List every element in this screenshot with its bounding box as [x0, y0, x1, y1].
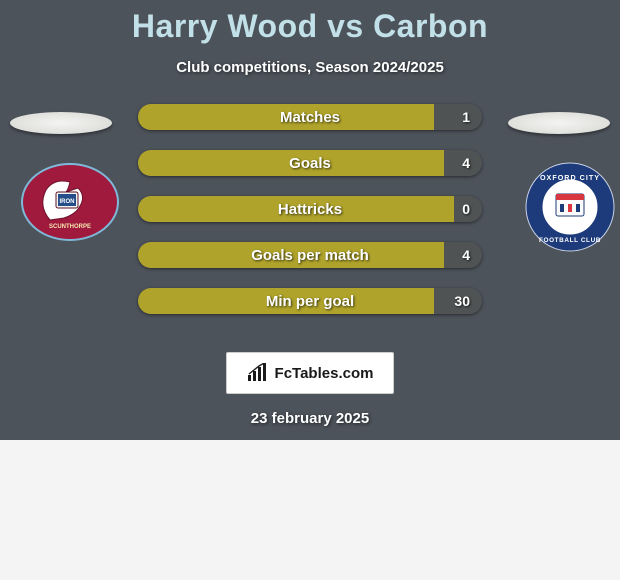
site-text: FcTables.com	[275, 365, 374, 382]
crest-right: OXFORD CITY FOOTBALL CLUB	[520, 162, 620, 252]
bars-icon	[247, 363, 269, 383]
stat-bar: Min per goal 30	[138, 288, 482, 314]
comparison-panel: Harry Wood vs Carbon Club competitions, …	[0, 0, 620, 440]
page-title: Harry Wood vs Carbon	[0, 0, 620, 45]
stat-label: Matches	[138, 104, 482, 130]
player-token-left	[10, 112, 112, 134]
svg-text:IRON: IRON	[60, 199, 75, 205]
stat-label: Goals	[138, 150, 482, 176]
stat-bars: Matches 1 Goals 4 Hattricks 0 Goals per …	[138, 104, 482, 334]
subtitle: Club competitions, Season 2024/2025	[0, 59, 620, 76]
stat-label: Goals per match	[138, 242, 482, 268]
svg-text:SCUNTHORPE: SCUNTHORPE	[49, 224, 91, 230]
svg-text:OXFORD CITY: OXFORD CITY	[540, 173, 600, 182]
svg-text:FOOTBALL CLUB: FOOTBALL CLUB	[539, 237, 601, 244]
stat-bar: Matches 1	[138, 104, 482, 130]
stat-value: 0	[462, 196, 470, 222]
stat-label: Hattricks	[138, 196, 482, 222]
date-text: 23 february 2025	[0, 410, 620, 427]
stat-value: 30	[454, 288, 470, 314]
stat-value: 4	[462, 242, 470, 268]
stat-label: Min per goal	[138, 288, 482, 314]
stat-value: 4	[462, 150, 470, 176]
player-token-right	[508, 112, 610, 134]
stat-bar: Hattricks 0	[138, 196, 482, 222]
crest-left: IRON SCUNTHORPE	[20, 162, 120, 242]
stat-value: 1	[462, 104, 470, 130]
stat-bar: Goals per match 4	[138, 242, 482, 268]
stat-bar: Goals 4	[138, 150, 482, 176]
site-badge[interactable]: FcTables.com	[226, 352, 394, 394]
